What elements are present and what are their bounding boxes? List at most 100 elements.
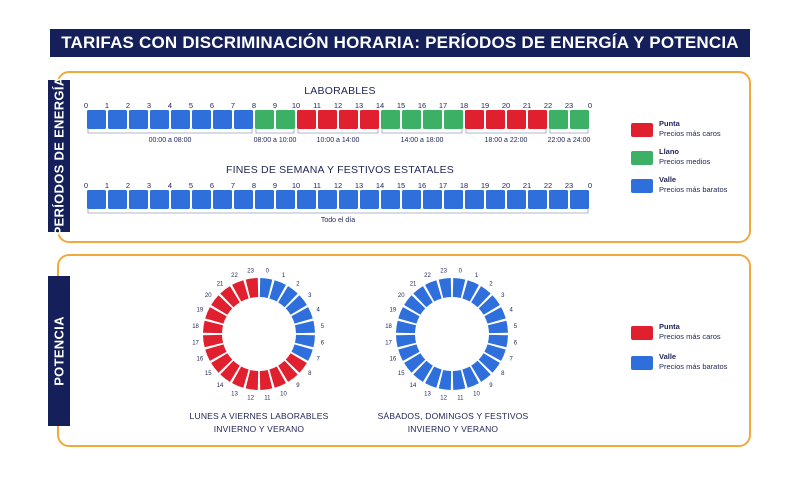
weekday-hour-label: 14 bbox=[376, 101, 384, 110]
weekday-range-label: 18:00 a 22:00 bbox=[485, 137, 528, 144]
weekday-range-label: 22:00 a 24:00 bbox=[548, 137, 591, 144]
ring0-hour-label: 1 bbox=[282, 273, 286, 279]
ring0-segment-punta bbox=[205, 344, 227, 361]
ring0-segment-valle bbox=[285, 295, 307, 315]
legend-name: Valle bbox=[659, 175, 677, 184]
weekend-hour-cell-valle bbox=[402, 190, 421, 209]
ring0-hour-label: 13 bbox=[231, 391, 238, 397]
ring1-segment-valle bbox=[471, 360, 491, 382]
weekend-hour-label: 2 bbox=[126, 181, 130, 190]
ring0-segment-valle bbox=[269, 280, 286, 302]
ring0-segment-valle bbox=[294, 320, 315, 334]
weekday-hour-cell-punta bbox=[528, 110, 547, 129]
weekday-hour-cell-llano bbox=[381, 110, 400, 129]
weekday-hour-label: 18 bbox=[460, 101, 468, 110]
weekday-hour-label: 12 bbox=[334, 101, 342, 110]
weekday-hour-label: 0 bbox=[588, 101, 592, 110]
weekend-hour-cell-valle bbox=[507, 190, 526, 209]
energy-side-tab: PERÍODOS DE ENERGÍA bbox=[48, 77, 70, 235]
weekday-range-bracket bbox=[297, 129, 379, 134]
ring1-segment-valle bbox=[471, 286, 491, 308]
weekend-hour-label: 19 bbox=[481, 181, 489, 190]
weekday-hour-label: 6 bbox=[210, 101, 214, 110]
ring1-hour-label: 14 bbox=[410, 383, 417, 389]
ring-weekday-caption: LUNES A VIERNES LABORABLES INVIERNO Y VE… bbox=[149, 410, 369, 436]
weekend-hour-label: 5 bbox=[189, 181, 193, 190]
power-side-tab: POTENCIA bbox=[48, 276, 70, 426]
weekend-hour-label: 15 bbox=[397, 181, 405, 190]
weekend-hour-cell-valle bbox=[381, 190, 400, 209]
weekend-range-bracket bbox=[87, 209, 589, 214]
weekend-hour-label: 11 bbox=[313, 181, 321, 190]
ring1-segment-valle bbox=[398, 344, 420, 361]
ring0-hour-label: 20 bbox=[205, 293, 212, 299]
ring1-segment-valle bbox=[404, 295, 426, 315]
ring0-segment-punta bbox=[211, 353, 233, 373]
weekend-hour-label: 16 bbox=[418, 181, 426, 190]
ring0-segment-punta bbox=[220, 286, 240, 308]
weekday-hour-label: 23 bbox=[565, 101, 573, 110]
ring0-hour-label: 3 bbox=[308, 293, 312, 299]
ring1-hour-label: 3 bbox=[501, 293, 505, 299]
weekday-hour-cell-valle bbox=[150, 110, 169, 129]
weekday-hour-label: 2 bbox=[126, 101, 130, 110]
ring1-segment-valle bbox=[438, 369, 452, 390]
legend-desc: Precios más baratos bbox=[659, 362, 728, 371]
weekday-range-bracket bbox=[381, 129, 463, 134]
ring0-segment-valle bbox=[259, 278, 273, 299]
ring1-segment-valle bbox=[425, 280, 442, 302]
ring0-hour-label: 11 bbox=[264, 396, 271, 402]
ring1-segment-valle bbox=[478, 295, 500, 315]
ring1-hour-label: 1 bbox=[475, 273, 479, 279]
ring1-hour-label: 0 bbox=[459, 269, 463, 275]
weekend-hour-label: 0 bbox=[588, 181, 592, 190]
ring0-hour-label: 22 bbox=[231, 273, 238, 279]
weekend-hour-label: 1 bbox=[105, 181, 109, 190]
ring1-hour-label: 5 bbox=[514, 324, 518, 330]
weekend-hour-cell-valle bbox=[360, 190, 379, 209]
weekday-hour-cell-llano bbox=[570, 110, 589, 129]
ring0-segment-valle bbox=[291, 307, 313, 324]
ring1-hour-label: 21 bbox=[410, 281, 417, 287]
weekend-hour-cell-valle bbox=[549, 190, 568, 209]
ring1-segment-valle bbox=[396, 334, 417, 348]
weekend-hour-cell-valle bbox=[234, 190, 253, 209]
weekday-range-bracket bbox=[255, 129, 295, 134]
ring0-segment-punta bbox=[269, 366, 286, 388]
legend-desc: Precios más caros bbox=[659, 332, 721, 341]
weekend-hour-label: 13 bbox=[355, 181, 363, 190]
ring0-hour-label: 15 bbox=[205, 371, 212, 377]
ring1-hour-label: 22 bbox=[424, 273, 431, 279]
weekday-hour-label: 17 bbox=[439, 101, 447, 110]
weekend-hour-label: 21 bbox=[523, 181, 531, 190]
ring1-hour-label: 7 bbox=[509, 357, 513, 363]
ring0-segment-punta bbox=[203, 320, 224, 334]
legend-desc: Precios más caros bbox=[659, 129, 721, 138]
ring1-segment-valle bbox=[404, 353, 426, 373]
weekday-hour-label: 9 bbox=[273, 101, 277, 110]
ring0-segment-punta bbox=[245, 278, 259, 299]
weekday-range-label: 14:00 a 18:00 bbox=[401, 137, 444, 144]
legend-name: Punta bbox=[659, 322, 680, 331]
weekend-hour-label: 8 bbox=[252, 181, 256, 190]
legend-swatch-valle bbox=[631, 179, 653, 193]
weekday-hour-label: 22 bbox=[544, 101, 552, 110]
ring1-segment-valle bbox=[452, 369, 466, 390]
ring1-segment-valle bbox=[484, 344, 506, 361]
weekday-hour-label: 10 bbox=[292, 101, 300, 110]
weekday-hour-cell-valle bbox=[108, 110, 127, 129]
ring0-segment-punta bbox=[245, 369, 259, 390]
weekend-hour-label: 12 bbox=[334, 181, 342, 190]
ring1-segment-valle bbox=[398, 307, 420, 324]
weekend-hour-label: 18 bbox=[460, 181, 468, 190]
weekend-hour-cell-valle bbox=[465, 190, 484, 209]
ring1-hour-label: 23 bbox=[440, 269, 447, 275]
ring1-hour-label: 8 bbox=[501, 371, 505, 377]
ring0-hour-label: 0 bbox=[266, 269, 270, 275]
ring1-segment-valle bbox=[478, 353, 500, 373]
ring1-hour-label: 12 bbox=[440, 396, 447, 402]
weekday-hour-cell-punta bbox=[465, 110, 484, 129]
weekend-hour-label: 14 bbox=[376, 181, 384, 190]
weekend-hour-cell-valle bbox=[444, 190, 463, 209]
legend-swatch-punta bbox=[631, 123, 653, 137]
